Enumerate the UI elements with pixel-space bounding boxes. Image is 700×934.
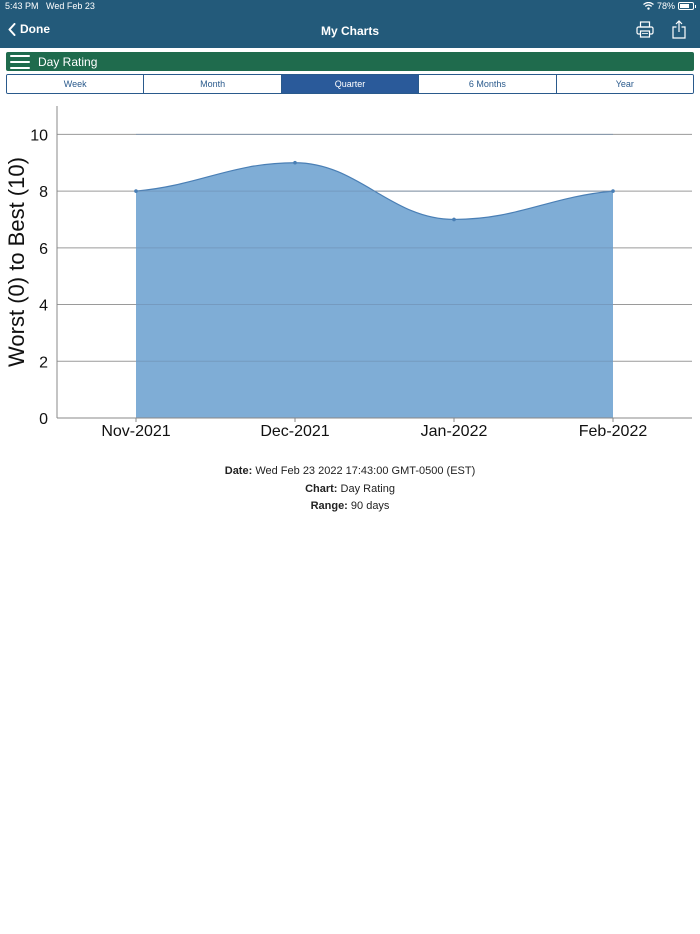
share-icon — [672, 20, 686, 39]
segment-quarter[interactable]: Quarter — [280, 75, 419, 93]
chart-selector-label: Day Rating — [38, 54, 98, 69]
info-chart-value: Day Rating — [340, 483, 395, 495]
chevron-left-icon — [8, 22, 16, 36]
y-tick-label: 10 — [30, 127, 48, 144]
y-tick-label: 8 — [39, 184, 48, 201]
data-point — [452, 217, 456, 222]
area-fill — [136, 162, 613, 418]
time-range-segmented-control: Week Month Quarter 6 Months Year — [6, 74, 694, 94]
y-tick-label: 4 — [39, 298, 48, 315]
y-axis-label: Worst (0) to Best (10) — [4, 157, 29, 367]
day-rating-chart: 0 2 4 6 8 10 Nov-2021 Dec-2021 Jan-2022 Feb-2022 W… — [4, 106, 692, 440]
hamburger-menu-icon[interactable] — [10, 54, 30, 69]
segment-year[interactable]: Year — [555, 75, 693, 93]
share-button[interactable] — [672, 20, 686, 44]
status-bar-time: 5:43 PM Wed Feb 23 — [5, 1, 95, 11]
data-point — [611, 189, 615, 193]
data-point — [293, 160, 297, 165]
battery-icon — [678, 2, 696, 10]
status-date: Wed Feb 23 — [46, 1, 95, 11]
top-bar: 5:43 PM Wed Feb 23 78% Done My Charts — [0, 0, 700, 48]
segment-week[interactable]: Week — [7, 75, 144, 93]
status-time: 5:43 PM — [5, 1, 39, 11]
x-tick-label: Jan-2022 — [421, 423, 488, 440]
y-tick-label: 6 — [39, 241, 48, 258]
chart-selector-bar[interactable]: Day Rating — [6, 52, 694, 71]
done-button[interactable]: Done — [8, 22, 50, 36]
info-range-value: 90 days — [350, 500, 390, 512]
segment-6-months[interactable]: 6 Months — [418, 75, 556, 93]
info-date: Date: Wed Feb 23 2022 17:43:00 GMT-0500 … — [0, 465, 700, 477]
x-tick-label: Feb-2022 — [579, 423, 648, 440]
battery-percent: 78% — [656, 1, 675, 11]
info-chart-label: Chart: — [305, 483, 338, 495]
info-chart: Chart: Day Rating — [0, 483, 700, 495]
y-tick-label: 2 — [39, 354, 48, 371]
x-tick-label: Dec-2021 — [260, 423, 329, 440]
x-tick-label: Nov-2021 — [101, 423, 170, 440]
status-bar-right: 78% — [643, 1, 696, 11]
printer-icon — [636, 21, 654, 38]
info-date-value: Wed Feb 23 2022 17:43:00 GMT-0500 (EST) — [255, 465, 476, 477]
info-date-label: Date: — [224, 465, 253, 477]
print-button[interactable] — [636, 21, 654, 43]
wifi-icon — [643, 2, 654, 10]
data-point — [134, 189, 138, 193]
info-range-label: Range: — [310, 500, 348, 512]
info-range: Range: 90 days — [0, 500, 700, 512]
done-button-label: Done — [20, 22, 50, 36]
page-title: My Charts — [320, 24, 379, 38]
y-tick-label: 0 — [39, 411, 48, 428]
segment-month[interactable]: Month — [143, 75, 281, 93]
